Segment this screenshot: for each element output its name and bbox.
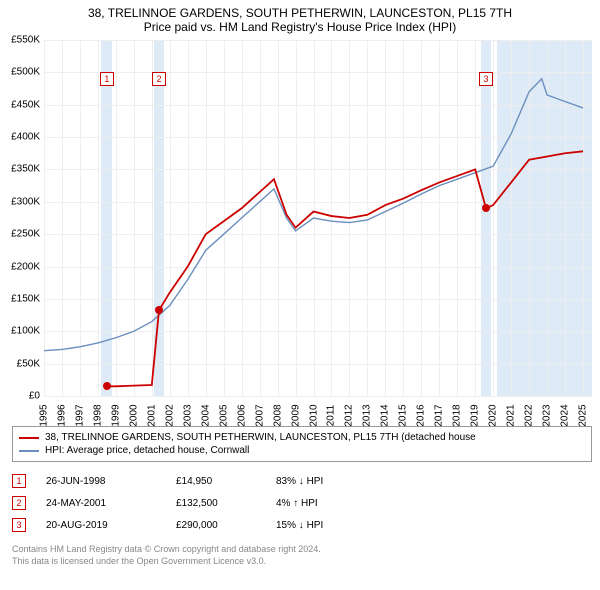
x-axis-label: 2015	[398, 404, 409, 426]
x-axis-label: 2002	[164, 404, 175, 426]
series-hpi	[44, 79, 583, 351]
x-axis-label: 2006	[236, 404, 247, 426]
marker-box-icon: 2	[12, 496, 26, 510]
x-axis-label: 2007	[254, 404, 265, 426]
legend-swatch	[19, 437, 39, 439]
y-axis-label: £450K	[11, 99, 40, 110]
legend-label: HPI: Average price, detached house, Corn…	[45, 445, 249, 456]
x-axis-label: 2003	[182, 404, 193, 426]
marker-price: £14,950	[176, 476, 256, 487]
marker-box: 3	[479, 72, 493, 86]
x-axis-label: 2005	[218, 404, 229, 426]
x-axis-label: 1999	[110, 404, 121, 426]
marker-date: 24-MAY-2001	[46, 498, 156, 509]
x-axis-label: 2000	[128, 404, 139, 426]
marker-price: £290,000	[176, 520, 256, 531]
x-axis-label: 1997	[74, 404, 85, 426]
marker-date: 26-JUN-1998	[46, 476, 156, 487]
marker-point	[482, 204, 490, 212]
x-axis-label: 2016	[416, 404, 427, 426]
x-axis-label: 2001	[146, 404, 157, 426]
legend: 38, TRELINNOE GARDENS, SOUTH PETHERWIN, …	[12, 426, 592, 462]
legend-item: 38, TRELINNOE GARDENS, SOUTH PETHERWIN, …	[19, 431, 585, 444]
marker-diff: 4% ↑ HPI	[276, 498, 376, 509]
gridline-h	[44, 396, 592, 397]
x-axis-label: 2012	[344, 404, 355, 426]
x-axis-label: 2010	[308, 404, 319, 426]
x-axis-label: 2004	[200, 404, 211, 426]
y-axis-label: £250K	[11, 229, 40, 240]
x-axis-label: 2021	[506, 404, 517, 426]
chart-area: £0£50K£100K£150K£200K£250K£300K£350K£400…	[44, 40, 592, 420]
y-axis-label: £500K	[11, 67, 40, 78]
legend-swatch	[19, 450, 39, 452]
table-row: 1 26-JUN-1998 £14,950 83% ↓ HPI	[12, 470, 592, 492]
marker-box-icon: 3	[12, 518, 26, 532]
line-canvas	[44, 40, 592, 396]
x-axis-label: 1998	[92, 404, 103, 426]
x-axis-label: 2011	[326, 405, 337, 427]
x-axis-label: 1996	[56, 404, 67, 426]
chart-title-block: 38, TRELINNOE GARDENS, SOUTH PETHERWIN, …	[0, 0, 600, 36]
x-axis-label: 2023	[542, 404, 553, 426]
x-axis-label: 2009	[290, 404, 301, 426]
marker-point	[103, 382, 111, 390]
x-axis-label: 2020	[488, 404, 499, 426]
marker-diff: 83% ↓ HPI	[276, 476, 376, 487]
x-axis-label: 2017	[434, 404, 445, 426]
x-axis-label: 2013	[362, 404, 373, 426]
x-axis-label: 2018	[452, 404, 463, 426]
title-line2: Price paid vs. HM Land Registry's House …	[8, 20, 592, 34]
y-axis-label: £50K	[17, 358, 40, 369]
legend-label: 38, TRELINNOE GARDENS, SOUTH PETHERWIN, …	[45, 432, 476, 443]
y-axis-label: £300K	[11, 196, 40, 207]
marker-table: 1 26-JUN-1998 £14,950 83% ↓ HPI 2 24-MAY…	[12, 470, 592, 536]
marker-date: 20-AUG-2019	[46, 520, 156, 531]
x-axis-label: 1995	[39, 404, 50, 426]
footer-line1: Contains HM Land Registry data © Crown c…	[12, 544, 592, 556]
y-axis-label: £100K	[11, 326, 40, 337]
y-axis-label: £0	[29, 391, 40, 402]
x-axis-label: 2014	[380, 404, 391, 426]
marker-box: 1	[100, 72, 114, 86]
plot-region: £0£50K£100K£150K£200K£250K£300K£350K£400…	[44, 40, 592, 396]
series-property	[107, 151, 583, 386]
marker-diff: 15% ↓ HPI	[276, 520, 376, 531]
marker-box-icon: 1	[12, 474, 26, 488]
marker-point	[155, 306, 163, 314]
x-axis-label: 2022	[524, 404, 535, 426]
title-line1: 38, TRELINNOE GARDENS, SOUTH PETHERWIN, …	[8, 6, 592, 20]
x-axis-label: 2024	[560, 404, 571, 426]
y-axis-label: £150K	[11, 293, 40, 304]
y-axis-label: £350K	[11, 164, 40, 175]
marker-price: £132,500	[176, 498, 256, 509]
x-axis-label: 2019	[470, 404, 481, 426]
y-axis-label: £550K	[11, 35, 40, 46]
footer: Contains HM Land Registry data © Crown c…	[12, 544, 592, 567]
y-axis-label: £400K	[11, 132, 40, 143]
legend-item: HPI: Average price, detached house, Corn…	[19, 444, 585, 457]
x-axis-label: 2025	[578, 404, 589, 426]
table-row: 3 20-AUG-2019 £290,000 15% ↓ HPI	[12, 514, 592, 536]
footer-line2: This data is licensed under the Open Gov…	[12, 556, 592, 568]
x-axis-label: 2008	[272, 404, 283, 426]
table-row: 2 24-MAY-2001 £132,500 4% ↑ HPI	[12, 492, 592, 514]
marker-box: 2	[152, 72, 166, 86]
y-axis-label: £200K	[11, 261, 40, 272]
